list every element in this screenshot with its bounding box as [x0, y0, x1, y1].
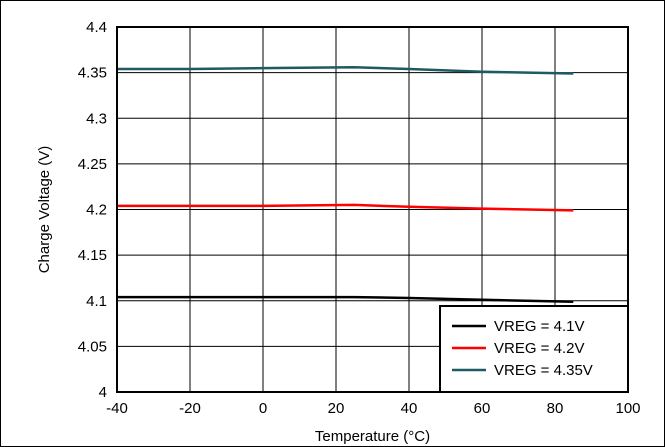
- x-tick-label: 20: [328, 400, 345, 417]
- y-tick-label: 4.35: [78, 65, 107, 82]
- legend: VREG = 4.1V VREG = 4.2V VREG = 4.35V: [439, 305, 629, 393]
- legend-label: VREG = 4.1V: [494, 318, 584, 335]
- x-tick-label: 60: [474, 400, 491, 417]
- x-tick-label: -40: [106, 400, 128, 417]
- legend-label: VREG = 4.35V: [494, 362, 593, 379]
- y-tick-label: 4.3: [86, 110, 107, 127]
- y-tick-label: 4.1: [86, 293, 107, 310]
- y-tick-label: 4.15: [78, 247, 107, 264]
- x-tick-label: 0: [259, 400, 267, 417]
- y-tick-labels: 4 4.05 4.1 4.15 4.2 4.25 4.3 4.35 4.4: [78, 19, 107, 401]
- y-tick-label: 4.2: [86, 202, 107, 219]
- plot-border: [116, 26, 629, 393]
- y-tick-label: 4: [99, 384, 107, 401]
- legend-label: VREG = 4.2V: [494, 340, 584, 357]
- x-tick-label: -20: [179, 400, 201, 417]
- x-tick-label: 40: [401, 400, 418, 417]
- y-tick-label: 4.4: [86, 19, 107, 36]
- series-lines: [116, 65, 574, 303]
- y-axis-label: Charge Voltage (V): [36, 146, 53, 274]
- x-tick-label: 100: [615, 400, 640, 417]
- x-tick-labels: -40 -20 0 20 40 60 80 100: [106, 400, 640, 417]
- x-tick-label: 80: [547, 400, 564, 417]
- y-tick-label: 4.25: [78, 156, 107, 173]
- x-axis-label: Temperature (°C): [315, 428, 430, 445]
- y-tick-label: 4.05: [78, 338, 107, 355]
